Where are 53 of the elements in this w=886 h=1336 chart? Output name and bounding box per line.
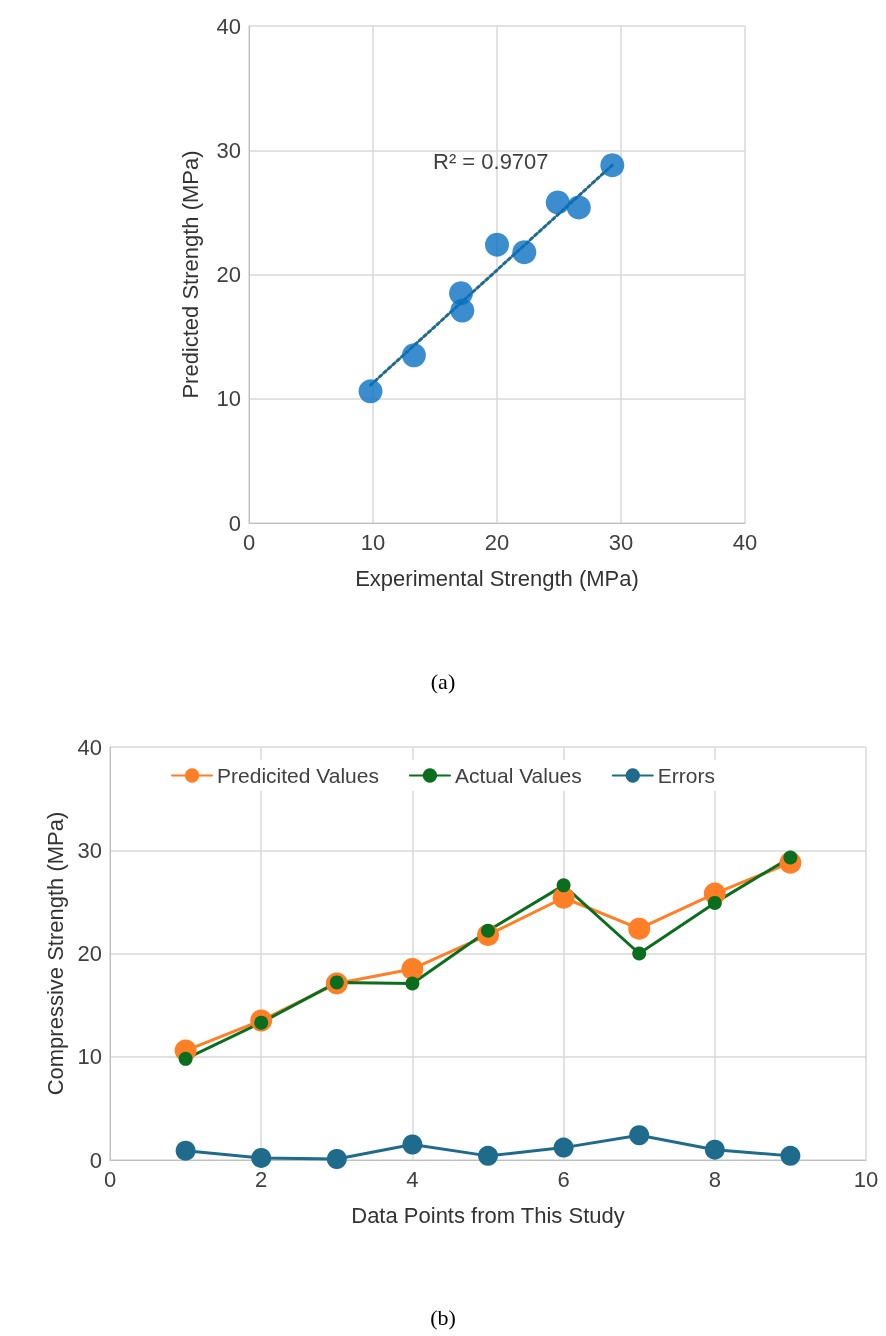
x-tick-label: 6 <box>557 1166 570 1192</box>
text: (b) <box>430 1304 456 1330</box>
text: (a) <box>430 668 456 694</box>
point <box>478 1145 498 1166</box>
x-axis-title: Experimental Strength (MPa) <box>355 565 639 591</box>
x-tick-label: 10 <box>360 529 386 555</box>
point <box>251 1147 272 1168</box>
legend-label: Errors <box>657 764 715 787</box>
x-tick-label: 10 <box>853 1166 879 1192</box>
y-tick-label: 30 <box>77 837 102 863</box>
x-tick-label: 40 <box>732 529 758 555</box>
x-tick-label: 2 <box>255 1166 268 1192</box>
point <box>175 1140 196 1161</box>
point <box>178 1051 193 1066</box>
y-axis-title: Predicted Strength (MPa) <box>177 150 203 399</box>
point <box>556 878 571 893</box>
x-tick-label: 4 <box>406 1166 419 1192</box>
point <box>402 1134 423 1155</box>
point <box>401 957 424 980</box>
x-tick-label: 8 <box>708 1166 721 1192</box>
point <box>485 232 509 257</box>
y-tick-label: 30 <box>216 137 241 163</box>
legend-label: Actual Values <box>454 764 582 787</box>
point <box>326 1148 347 1169</box>
y-tick-label: 20 <box>77 941 102 966</box>
y-tick-label: 40 <box>77 734 102 760</box>
point <box>401 343 426 368</box>
point <box>632 946 647 961</box>
point <box>553 1137 574 1158</box>
y-tick-label: 20 <box>216 262 241 287</box>
x-tick-label: 20 <box>484 529 510 555</box>
x-tick-label: 30 <box>608 529 634 555</box>
legend-label: Predicited Values <box>217 764 379 787</box>
point <box>405 976 420 991</box>
y-tick-label: 40 <box>216 13 241 39</box>
point <box>449 281 474 306</box>
y-tick-label: 10 <box>77 1044 102 1070</box>
point <box>629 1125 650 1146</box>
x-axis-title: Data Points from This Study <box>351 1202 625 1228</box>
point <box>358 379 383 404</box>
point <box>780 1145 801 1166</box>
y-tick-label: 0 <box>228 510 241 536</box>
annotation: R² = 0.9707 <box>433 148 549 174</box>
y-axis-title: Compressive Strength (MPa) <box>42 811 68 1096</box>
point <box>600 153 625 178</box>
y-tick-label: 0 <box>89 1147 102 1173</box>
point <box>566 195 591 220</box>
point <box>704 1139 725 1160</box>
point <box>707 895 722 910</box>
point <box>545 190 570 215</box>
point <box>512 240 537 265</box>
point <box>628 917 651 940</box>
y-tick-label: 10 <box>216 386 241 412</box>
